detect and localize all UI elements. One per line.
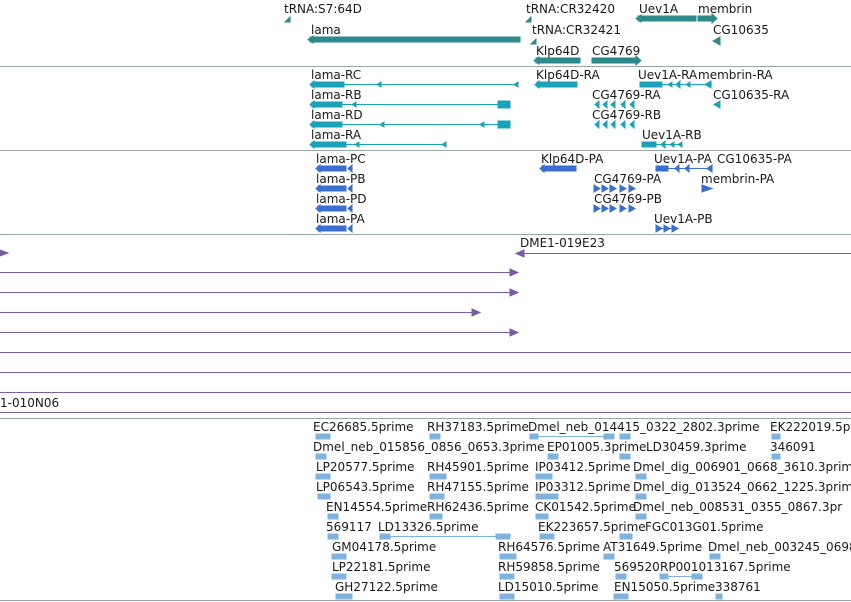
uev1a-gene-glyph <box>637 15 697 22</box>
gene-label[interactable]: Uev1A <box>639 2 679 16</box>
est-label[interactable]: LP22181.5prime <box>332 560 431 574</box>
lama-gene-glyph <box>309 36 521 43</box>
est-label[interactable]: Dmel_dig_013524_0662_1225.3prime <box>633 480 851 494</box>
protein-label[interactable]: lama-PD <box>316 192 367 206</box>
cg4769-gene-glyph <box>591 57 637 64</box>
est-glyphs <box>315 433 781 600</box>
transcript-label[interactable]: Uev1A-RB <box>642 128 702 142</box>
protein-label[interactable]: Uev1A-PA <box>654 152 712 166</box>
est-label[interactable]: LP06543.5prime <box>316 480 415 494</box>
protein-label[interactable]: Uev1A-PB <box>654 212 713 226</box>
est-label[interactable]: Dmel_neb_015856_0856_0653.3prime <box>313 440 545 454</box>
est-label[interactable]: Dmel_neb_014415_0322_2802.3prime <box>528 420 760 434</box>
est-label[interactable]: RH64576.5prime <box>498 540 600 554</box>
gene-label[interactable]: Klp64D <box>536 44 580 58</box>
est-label[interactable]: LD13326.5prime <box>378 520 479 534</box>
transcript-glyphs <box>309 79 721 150</box>
gene-glyphs <box>283 12 721 67</box>
transcript-label[interactable]: lama-RA <box>311 128 362 142</box>
trna-cr32420-glyph <box>524 15 532 23</box>
est-label[interactable]: Dmel_dig_006901_0668_3610.3prime <box>633 460 851 474</box>
est-label[interactable]: RH62436.5prime <box>427 500 529 514</box>
est-label[interactable]: CK01542.5prime <box>535 500 636 514</box>
gene-label[interactable]: lama <box>311 23 341 37</box>
transcript-label[interactable]: CG10635-RA <box>713 88 790 102</box>
protein-label[interactable]: membrin-PA <box>701 172 775 186</box>
protein-label[interactable]: lama-PB <box>316 172 366 186</box>
est-label[interactable]: RH45901.5prime <box>427 460 529 474</box>
gene-label[interactable]: tRNA:CR32420 <box>526 2 615 16</box>
est-label[interactable]: EN15050.5prime <box>614 580 716 594</box>
protein-label[interactable]: Klp64D-PA <box>541 152 604 166</box>
track-separator <box>0 150 851 151</box>
protein-label[interactable]: CG4769-PA <box>594 172 662 186</box>
est-label[interactable]: 569520 <box>614 560 660 574</box>
est-label[interactable]: EK222019.5p <box>770 420 851 434</box>
transcript-label[interactable]: Klp64D-RA <box>536 68 600 82</box>
est-label[interactable]: 346091 <box>770 440 816 454</box>
track-separator <box>0 600 851 601</box>
est-label[interactable]: RH37183.5prime <box>427 420 529 434</box>
est-label[interactable]: 569117 <box>326 520 372 534</box>
gene-label[interactable]: tRNA:CR32421 <box>532 23 621 37</box>
est-label[interactable]: EP01005.3prime <box>547 440 647 454</box>
transcript-label[interactable]: CG4769-RA <box>592 88 661 102</box>
trna-s7-64d-glyph <box>283 15 291 23</box>
est-label[interactable]: FGC013G01.5prime <box>645 520 764 534</box>
transcript-label[interactable]: lama-RD <box>311 108 363 122</box>
track-separator <box>0 234 851 235</box>
est-label[interactable]: AT31649.5prime <box>603 540 703 554</box>
klp64d-gene-glyph <box>535 57 581 64</box>
est-label[interactable]: GH27122.5prime <box>335 580 438 594</box>
est-label[interactable]: IP03412.5prime <box>535 460 631 474</box>
protein-label[interactable]: lama-PA <box>316 212 365 226</box>
membrin-gene-glyph <box>697 15 713 22</box>
est-label[interactable]: LD30459.3prime <box>646 440 747 454</box>
protein-glyphs <box>315 163 714 234</box>
track-separator <box>0 66 851 67</box>
est-label[interactable]: IP03312.5prime <box>535 480 631 494</box>
gene-label[interactable]: membrin <box>698 2 753 16</box>
cg10635-gene-glyph <box>711 36 721 46</box>
transcript-label[interactable]: Uev1A-RA <box>638 68 698 82</box>
clone-glyphs <box>0 249 851 413</box>
est-label[interactable]: RH59858.5prime <box>498 560 600 574</box>
est-label[interactable]: RH47155.5prime <box>427 480 529 494</box>
gene-label[interactable]: CG10635 <box>713 23 769 37</box>
protein-label[interactable]: CG10635-PA <box>717 152 792 166</box>
est-label[interactable]: LP20577.5prime <box>316 460 415 474</box>
transcript-label[interactable]: lama-RB <box>311 88 362 102</box>
protein-label[interactable]: lama-PC <box>316 152 366 166</box>
transcript-label[interactable]: lama-RC <box>311 68 362 82</box>
clone-label[interactable]: DME1-019E23 <box>520 236 605 250</box>
track-separator <box>0 418 851 419</box>
est-label[interactable]: EC26685.5prime <box>313 420 414 434</box>
est-label[interactable]: Dmel_neb_003245_0698 <box>708 540 851 554</box>
est-label[interactable]: Dmel_neb_008531_0355_0867.3pr <box>633 500 843 514</box>
transcript-label[interactable]: CG4769-RB <box>592 108 662 122</box>
est-label[interactable]: EN14554.5prime <box>326 500 428 514</box>
gene-label[interactable]: CG4769 <box>592 44 641 58</box>
protein-label[interactable]: CG4769-PB <box>594 192 663 206</box>
est-label[interactable]: EK223657.5prime <box>538 520 646 534</box>
gene-label[interactable]: tRNA:S7:64D <box>284 2 362 16</box>
est-label[interactable]: RP001013167.5prime <box>660 560 791 574</box>
trna-cr32421-glyph <box>529 37 537 45</box>
clone-label[interactable]: 1-010N06 <box>0 396 60 410</box>
transcript-label[interactable]: membrin-RA <box>698 68 773 82</box>
est-label[interactable]: GM04178.5prime <box>332 540 437 554</box>
est-label[interactable]: LD15010.5prime <box>498 580 599 594</box>
est-label[interactable]: 338761 <box>715 580 761 594</box>
